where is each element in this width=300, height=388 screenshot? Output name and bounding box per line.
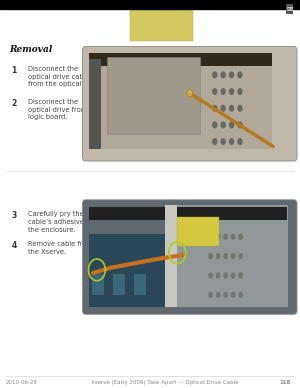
Circle shape — [238, 253, 243, 259]
Bar — [177, 217, 219, 246]
Circle shape — [212, 105, 218, 112]
Circle shape — [238, 272, 243, 279]
Circle shape — [220, 105, 226, 112]
Text: Carefully pry the
cable’s adhesive from
the enclosure.: Carefully pry the cable’s adhesive from … — [28, 211, 102, 233]
Text: ✉: ✉ — [286, 5, 293, 14]
Circle shape — [187, 89, 193, 97]
Circle shape — [216, 272, 220, 279]
Circle shape — [208, 234, 213, 240]
Circle shape — [229, 88, 234, 95]
Circle shape — [238, 234, 243, 240]
Bar — [112, 274, 124, 295]
Bar — [130, 9, 193, 41]
Bar — [88, 59, 101, 149]
Text: 118: 118 — [280, 380, 291, 385]
Circle shape — [216, 292, 220, 298]
Circle shape — [237, 105, 243, 112]
Bar — [106, 57, 200, 134]
Circle shape — [229, 121, 234, 128]
Bar — [92, 274, 104, 295]
Circle shape — [212, 88, 218, 95]
Circle shape — [212, 121, 218, 128]
Circle shape — [237, 138, 243, 145]
Bar — [88, 59, 272, 149]
Bar — [173, 205, 288, 307]
Text: Xserve (Early 2009) Take Apart — Optical Drive Cable: Xserve (Early 2009) Take Apart — Optical… — [91, 380, 239, 385]
Text: Disconnect the
optical drive from the
logic board.: Disconnect the optical drive from the lo… — [28, 99, 101, 120]
Text: 1: 1 — [11, 66, 17, 75]
Circle shape — [237, 121, 243, 128]
Text: 3: 3 — [11, 211, 17, 220]
Bar — [88, 52, 272, 66]
Circle shape — [229, 105, 234, 112]
Circle shape — [220, 71, 226, 78]
Circle shape — [237, 88, 243, 95]
FancyBboxPatch shape — [82, 47, 297, 161]
Circle shape — [238, 292, 243, 298]
Circle shape — [216, 253, 220, 259]
Circle shape — [223, 292, 228, 298]
Circle shape — [231, 253, 236, 259]
Text: Disconnect the
optical drive cable
from the optical drive.: Disconnect the optical drive cable from … — [28, 66, 103, 87]
Circle shape — [220, 138, 226, 145]
Circle shape — [231, 234, 236, 240]
Circle shape — [237, 71, 243, 78]
FancyBboxPatch shape — [82, 200, 297, 314]
Bar — [0, 0, 300, 9]
Text: 4: 4 — [11, 241, 17, 250]
Circle shape — [223, 253, 228, 259]
Bar — [134, 274, 146, 295]
Text: Remove cable from
the Xserve.: Remove cable from the Xserve. — [28, 241, 94, 255]
Circle shape — [223, 234, 228, 240]
Bar — [88, 234, 197, 307]
Circle shape — [208, 272, 213, 279]
Circle shape — [220, 121, 226, 128]
Text: 2: 2 — [11, 99, 17, 108]
Bar — [88, 207, 286, 220]
Circle shape — [208, 253, 213, 259]
Circle shape — [212, 71, 218, 78]
Circle shape — [223, 272, 228, 279]
Circle shape — [220, 88, 226, 95]
Text: 2010-06-28: 2010-06-28 — [6, 380, 38, 385]
Circle shape — [212, 138, 218, 145]
Circle shape — [231, 272, 236, 279]
Circle shape — [216, 234, 220, 240]
Circle shape — [231, 292, 236, 298]
Bar — [165, 205, 177, 307]
Circle shape — [229, 138, 234, 145]
Text: Removal: Removal — [9, 45, 52, 54]
Circle shape — [208, 292, 213, 298]
Circle shape — [229, 71, 234, 78]
